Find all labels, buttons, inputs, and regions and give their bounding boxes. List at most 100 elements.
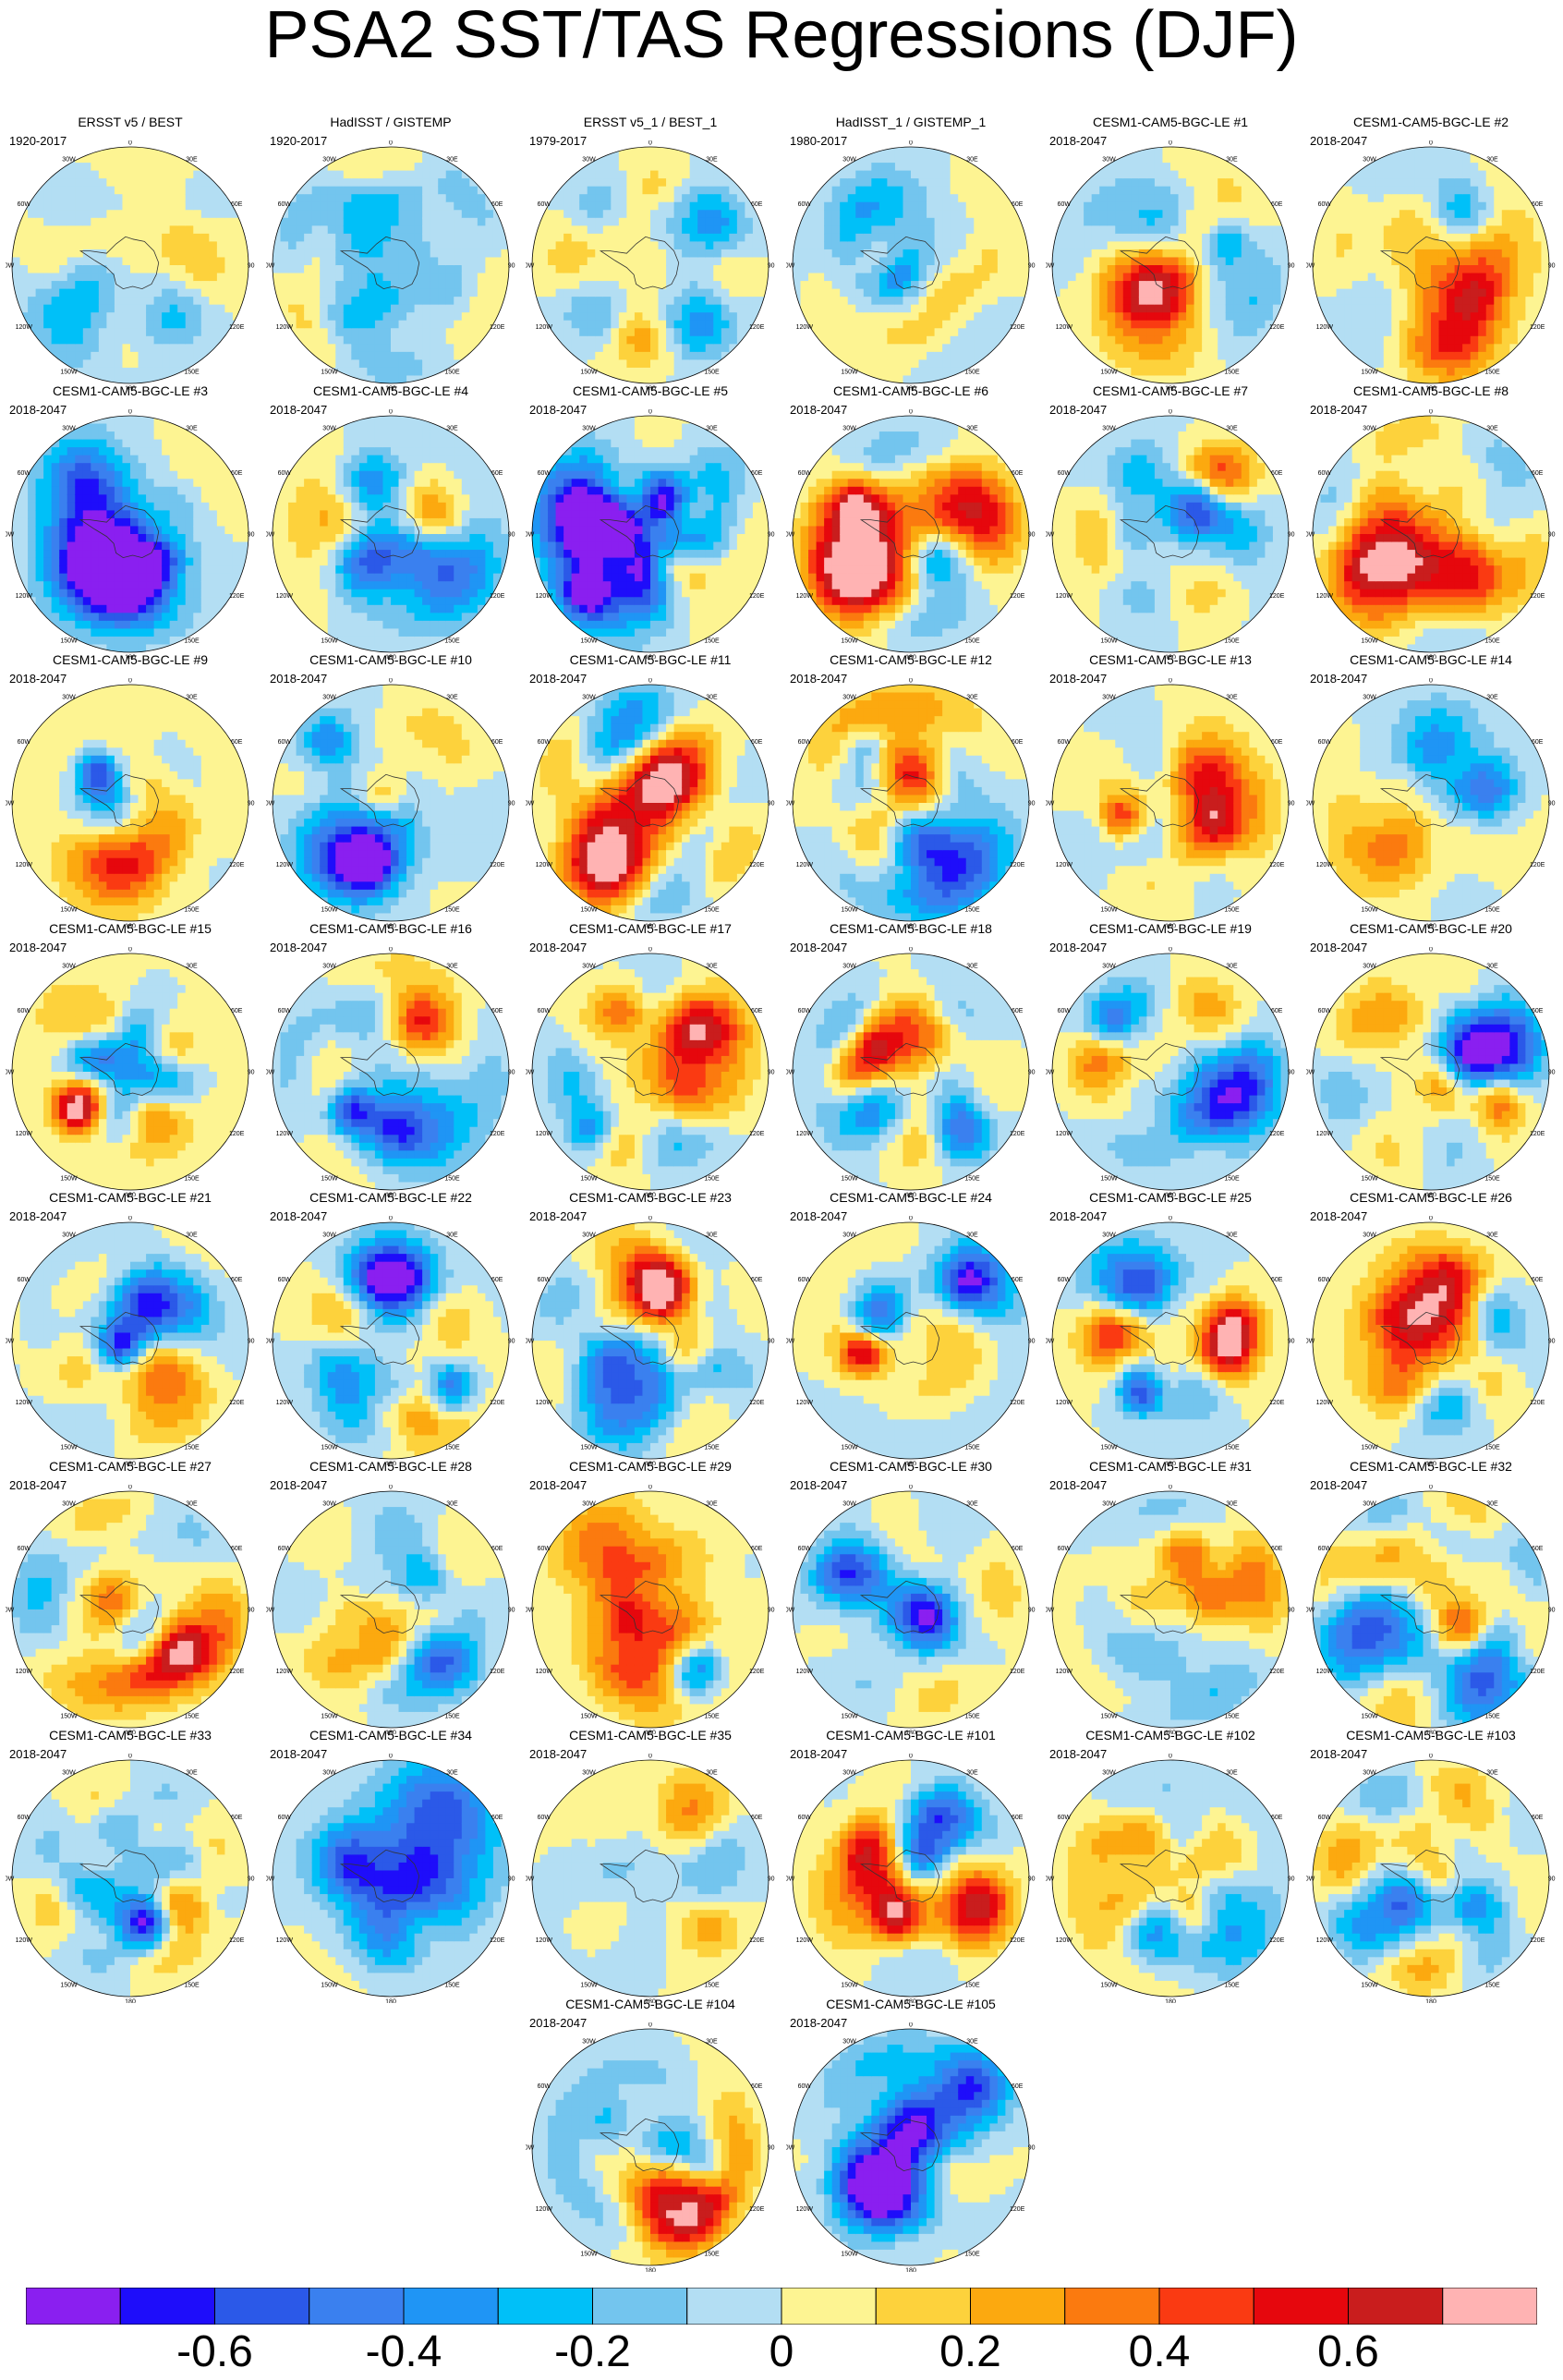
- longitude-label: 120E: [490, 1669, 505, 1675]
- longitude-label: 120W: [1316, 1669, 1334, 1675]
- longitude-label: 60W: [1318, 1815, 1332, 1821]
- longitude-label: 90W: [6, 801, 15, 808]
- panel-period: 2018-2047: [1310, 1210, 1367, 1223]
- longitude-label: 90W: [526, 2145, 535, 2152]
- longitude-label: 60W: [1058, 1815, 1072, 1821]
- longitude-label: 150W: [841, 638, 858, 645]
- map-panel: CESM1-CAM5-BGC-LE #19 2018-2047 0 30E 60E 90E…: [1040, 921, 1301, 1196]
- longitude-label: 120W: [276, 1937, 294, 1944]
- longitude-label: 90E: [248, 1070, 255, 1076]
- regression-field: [532, 1760, 769, 1997]
- map-panel: CESM1-CAM5-BGC-LE #7 2018-2047 0 30E 60E 90E 1…: [1040, 383, 1301, 659]
- longitude-label: 60E: [231, 1546, 243, 1552]
- panel-period: 2018-2047: [790, 2017, 847, 2030]
- map-panel: CESM1-CAM5-BGC-LE #35 2018-2047 0 30E 60E 90E…: [520, 1728, 781, 2003]
- longitude-label: 120E: [490, 593, 505, 600]
- panel-title: CESM1-CAM5-BGC-LE #7: [1040, 383, 1301, 398]
- polar-map: 0 30E 60E 90E 120E 150E 180 150W 120W 90W 60W 30W: [1046, 140, 1295, 390]
- antarctica-coastline: [859, 1849, 940, 1903]
- regression-field: [273, 416, 509, 652]
- longitude-label: 180: [905, 1730, 916, 1735]
- longitude-label: 180: [125, 386, 136, 391]
- longitude-label: 120E: [1530, 593, 1545, 600]
- longitude-label: 150E: [1224, 370, 1240, 376]
- regression-field: [793, 1760, 1029, 1997]
- panel-title: CESM1-CAM5-BGC-LE #1: [1040, 115, 1301, 129]
- map-border: [792, 1221, 1030, 1460]
- panel-title: CESM1-CAM5-BGC-LE #4: [260, 383, 521, 398]
- polar-map: 0 30E 60E 90E 120E 150E 180 150W 120W 90W 60W 30W: [6, 678, 255, 928]
- longitude-label: 90E: [1028, 532, 1036, 539]
- map-panel: CESM1-CAM5-BGC-LE #25 2018-2047 0 30E 60E 90E…: [1040, 1190, 1301, 1465]
- longitude-label: 120E: [1269, 593, 1285, 600]
- polar-map: 0 30E 60E 90E 120E 150E 180 150W 120W 90W 60W 30W: [1306, 1754, 1556, 2003]
- regression-field: [532, 1222, 769, 1459]
- longitude-label: 150E: [1484, 907, 1500, 914]
- antarctica-coastline: [79, 504, 160, 559]
- panel-period: 2018-2047: [529, 1479, 587, 1492]
- longitude-label: 90E: [1028, 263, 1036, 270]
- map-panel: HadISST_1 / GISTEMP_1 1980-2017 0 30E 60E 90E…: [781, 115, 1041, 390]
- longitude-label: 150W: [60, 370, 78, 376]
- longitude-label: 180: [1165, 1193, 1176, 1197]
- longitude-label: 90E: [248, 1339, 255, 1345]
- panel-period: 2018-2047: [270, 673, 327, 686]
- longitude-label: 90W: [266, 532, 275, 539]
- map-panel: CESM1-CAM5-BGC-LE #17 2018-2047 0 30E 60E 90E…: [520, 921, 781, 1196]
- polar-map: 0 30E 60E 90E 120E 150E 180 150W 120W 90W 60W 30W: [6, 947, 255, 1196]
- map-panel: CESM1-CAM5-BGC-LE #34 2018-2047 0 30E 60E 90E…: [260, 1728, 521, 2003]
- panel-title: CESM1-CAM5-BGC-LE #26: [1301, 1190, 1561, 1205]
- regression-field: [273, 147, 509, 383]
- panel-period: 2018-2047: [9, 1210, 67, 1223]
- longitude-label: 30W: [62, 156, 76, 163]
- longitude-label: 90W: [1306, 801, 1315, 808]
- longitude-label: 30W: [582, 156, 596, 163]
- longitude-label: 30E: [966, 156, 978, 163]
- map-panel: CESM1-CAM5-BGC-LE #105 2018-2047 0 30E 60E 90…: [781, 1997, 1041, 2272]
- longitude-label: 90E: [1288, 1070, 1295, 1076]
- antarctica-coastline: [1119, 1849, 1200, 1903]
- longitude-label: 180: [1165, 1730, 1176, 1735]
- panel-period: 2018-2047: [1310, 673, 1367, 686]
- map-border: [11, 1221, 249, 1460]
- map-border: [792, 953, 1030, 1191]
- longitude-label: 90W: [786, 1339, 795, 1345]
- longitude-label: 120W: [796, 862, 814, 868]
- longitude-label: 90E: [1028, 801, 1036, 808]
- polar-map: 0 30E 60E 90E 120E 150E 180 150W 120W 90W 60W 30W: [1046, 409, 1295, 659]
- longitude-label: 180: [385, 655, 396, 660]
- longitude-label: 150W: [321, 1983, 338, 1989]
- map-border: [272, 1221, 510, 1460]
- panel-title: CESM1-CAM5-BGC-LE #31: [1040, 1459, 1301, 1474]
- longitude-label: 180: [1425, 386, 1436, 391]
- longitude-label: 180: [905, 924, 916, 929]
- regression-field: [273, 1222, 509, 1459]
- antarctica-coastline: [1119, 773, 1200, 828]
- polar-map: 0 30E 60E 90E 120E 150E 180 150W 120W 90W 60W 30W: [526, 2022, 775, 2272]
- longitude-label: 180: [125, 1193, 136, 1197]
- map-border: [1312, 1221, 1550, 1460]
- panel-title: HadISST / GISTEMP: [260, 115, 521, 129]
- longitude-label: 150E: [1484, 370, 1500, 376]
- longitude-label: 30W: [1363, 694, 1376, 700]
- map-border: [531, 1221, 769, 1460]
- colorbar-swatch: [686, 2288, 782, 2325]
- longitude-label: 150E: [184, 907, 200, 914]
- longitude-label: 60E: [1271, 1815, 1283, 1821]
- longitude-label: 150W: [1361, 370, 1378, 376]
- longitude-label: 90W: [1306, 1339, 1315, 1345]
- longitude-label: 0: [648, 1216, 652, 1222]
- longitude-label: 30E: [446, 1500, 458, 1507]
- polar-map: 0 30E 60E 90E 120E 150E 180 150W 120W 90W 60W 30W: [6, 1216, 255, 1465]
- longitude-label: 120E: [1530, 1669, 1545, 1675]
- longitude-label: 90E: [768, 1608, 775, 1614]
- panel-period: 2018-2047: [529, 673, 587, 686]
- antarctica-coastline: [1119, 1042, 1200, 1097]
- panel-period: 2018-2047: [9, 941, 67, 954]
- panel-title: CESM1-CAM5-BGC-LE #32: [1301, 1459, 1561, 1474]
- longitude-label: 90W: [526, 1070, 535, 1076]
- longitude-label: 60W: [798, 1546, 812, 1552]
- longitude-label: 60W: [798, 2083, 812, 2090]
- antarctica-coastline: [339, 1580, 420, 1634]
- panel-period: 2018-2047: [1310, 404, 1367, 417]
